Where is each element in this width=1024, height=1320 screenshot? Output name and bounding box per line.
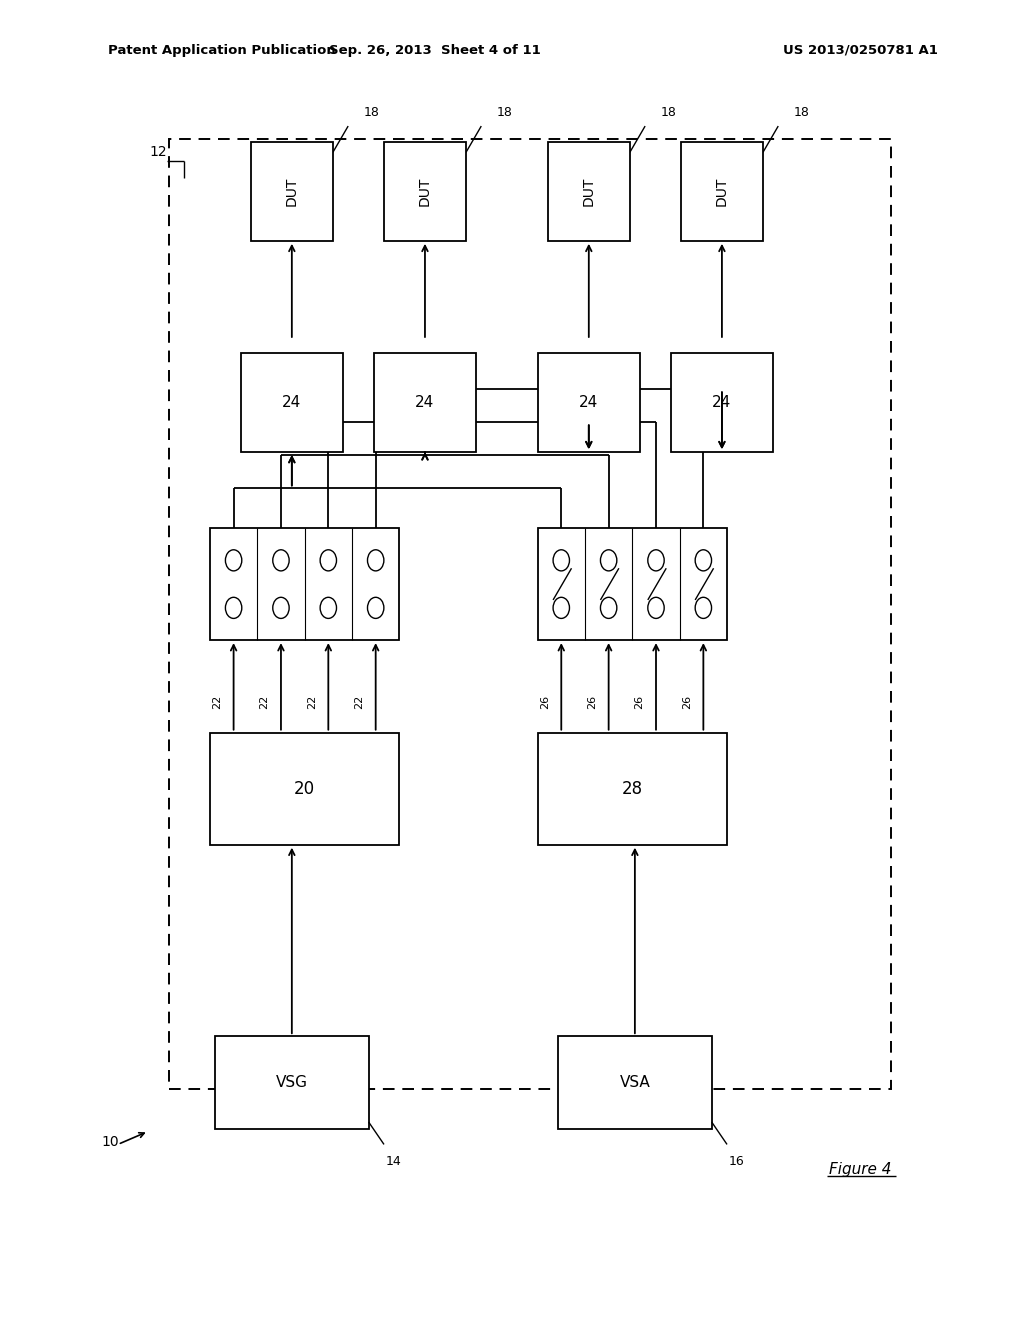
Text: DUT: DUT xyxy=(285,177,299,206)
Text: 26: 26 xyxy=(635,694,645,709)
Bar xyxy=(671,354,773,451)
Text: 18: 18 xyxy=(794,107,810,120)
Bar xyxy=(548,143,630,242)
Text: 24: 24 xyxy=(713,395,731,411)
Text: 26: 26 xyxy=(540,694,550,709)
Text: DUT: DUT xyxy=(582,177,596,206)
Text: VSG: VSG xyxy=(275,1074,308,1090)
Text: Sep. 26, 2013  Sheet 4 of 11: Sep. 26, 2013 Sheet 4 of 11 xyxy=(330,44,541,57)
Text: 24: 24 xyxy=(283,395,301,411)
Bar xyxy=(538,528,727,640)
Text: 22: 22 xyxy=(212,694,222,709)
Bar xyxy=(241,354,343,451)
Bar xyxy=(384,143,466,242)
Text: DUT: DUT xyxy=(715,177,729,206)
Bar xyxy=(215,1036,369,1129)
Text: 26: 26 xyxy=(682,694,692,709)
Bar xyxy=(374,354,476,451)
Text: VSA: VSA xyxy=(620,1074,650,1090)
Text: 10: 10 xyxy=(101,1135,120,1148)
Bar xyxy=(538,733,727,845)
Text: 12: 12 xyxy=(150,145,168,158)
Bar xyxy=(169,139,891,1089)
Text: 22: 22 xyxy=(259,694,269,709)
Text: 24: 24 xyxy=(416,395,434,411)
Text: 20: 20 xyxy=(294,780,315,797)
Text: 28: 28 xyxy=(622,780,643,797)
Text: US 2013/0250781 A1: US 2013/0250781 A1 xyxy=(783,44,938,57)
Text: Figure 4: Figure 4 xyxy=(828,1162,892,1177)
Bar xyxy=(251,143,333,242)
Text: 22: 22 xyxy=(307,694,317,709)
Bar xyxy=(681,143,763,242)
Text: 16: 16 xyxy=(729,1155,744,1168)
Text: 14: 14 xyxy=(386,1155,401,1168)
Text: Patent Application Publication: Patent Application Publication xyxy=(108,44,335,57)
Text: 18: 18 xyxy=(497,107,513,120)
Bar xyxy=(210,733,399,845)
Bar xyxy=(538,354,640,451)
Text: 22: 22 xyxy=(354,694,365,709)
Text: 18: 18 xyxy=(364,107,380,120)
Bar xyxy=(558,1036,712,1129)
Text: DUT: DUT xyxy=(418,177,432,206)
Text: 26: 26 xyxy=(587,694,597,709)
Text: 18: 18 xyxy=(660,107,677,120)
Bar xyxy=(210,528,399,640)
Text: 24: 24 xyxy=(580,395,598,411)
